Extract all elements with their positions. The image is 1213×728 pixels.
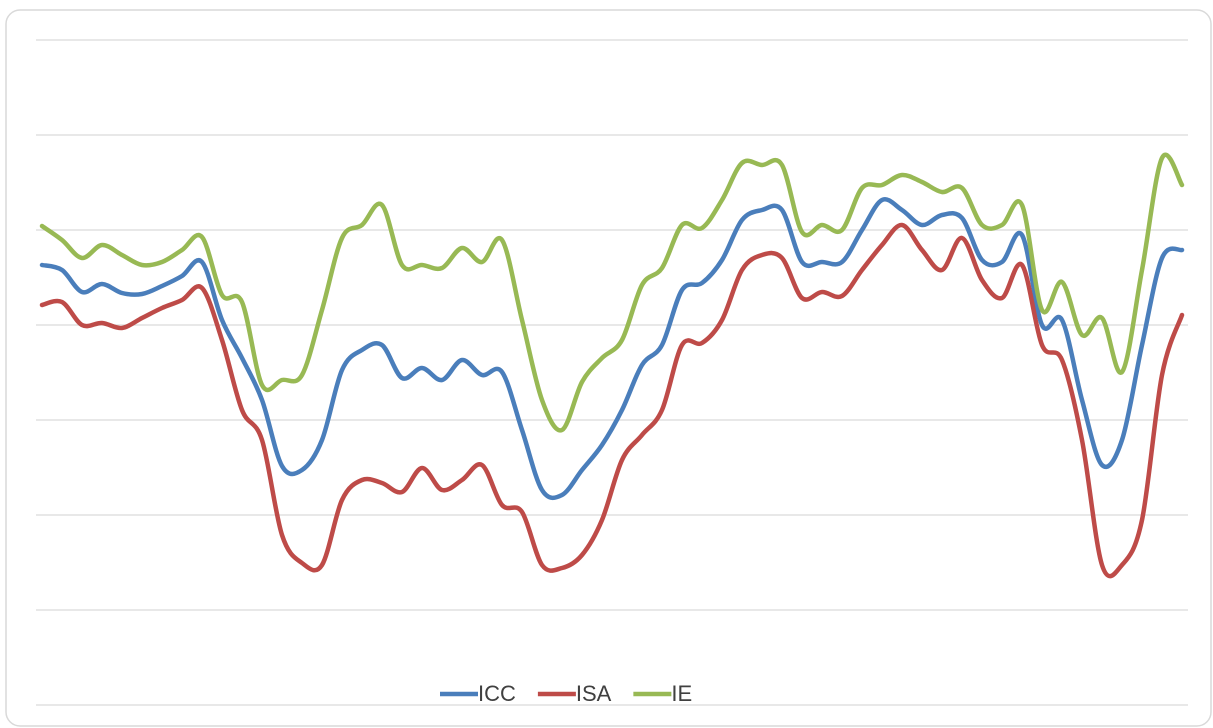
series-line <box>39 222 1185 579</box>
legend-label: ISA <box>576 681 612 706</box>
series-line <box>39 152 1185 433</box>
legend-label: ICC <box>478 681 516 706</box>
series-line <box>39 197 1185 501</box>
legend-label: IE <box>671 681 692 706</box>
chart-frame <box>5 9 1212 727</box>
